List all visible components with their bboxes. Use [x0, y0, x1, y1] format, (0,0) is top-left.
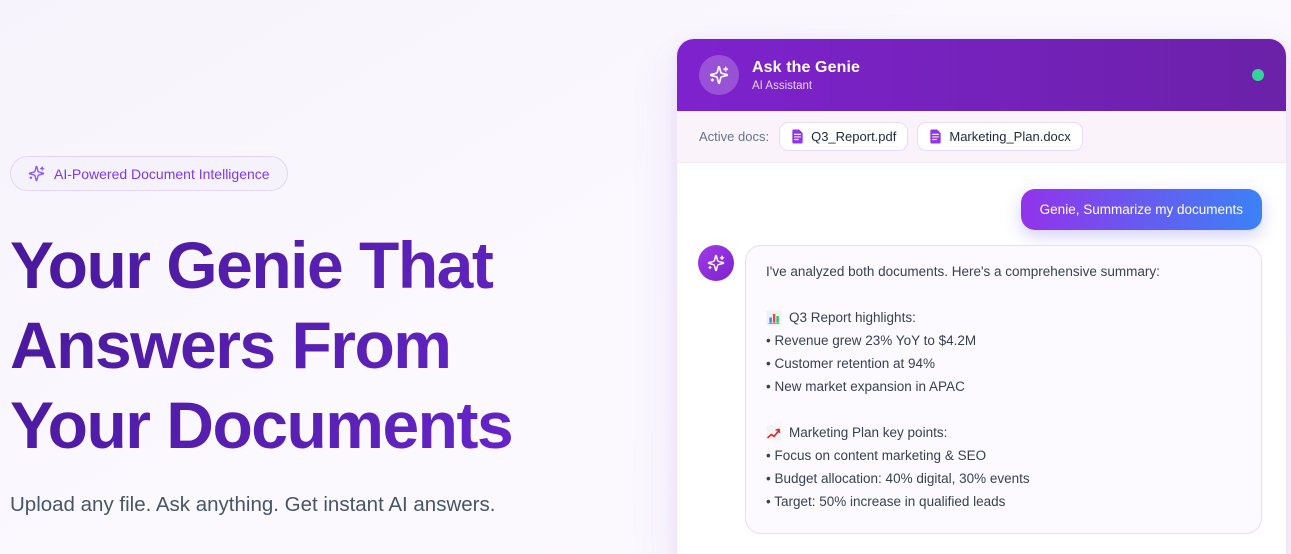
doc-name: Marketing_Plan.docx: [949, 129, 1071, 144]
online-status-dot: [1252, 69, 1264, 81]
bullet-item: • Revenue grew 23% YoY to $4.2M: [766, 333, 977, 348]
document-icon: [792, 129, 803, 144]
ai-message-sections: Q3 Report highlights: • Revenue grew 23% …: [766, 306, 1241, 513]
bullet-item: • Budget allocation: 40% digital, 30% ev…: [766, 471, 1030, 486]
badge-label: AI-Powered Document Intelligence: [54, 165, 270, 182]
section-title: Q3 Report highlights:: [766, 306, 1241, 329]
chat-header: Ask the Genie AI Assistant: [677, 39, 1286, 111]
hero-title-line: Your Genie That: [10, 228, 493, 302]
sparkles-icon: [28, 165, 45, 182]
ai-message-section: Q3 Report highlights: • Revenue grew 23% …: [766, 306, 1241, 398]
chat-title: Ask the Genie: [752, 58, 861, 76]
genie-avatar: [699, 55, 739, 95]
active-doc-chip[interactable]: Q3_Report.pdf: [779, 122, 909, 151]
chat-messages: Genie, Summarize my documents I've analy…: [677, 163, 1286, 534]
hero-title-line: Answers From: [10, 308, 451, 382]
active-docs-bar: Active docs: Q3_Report.pdf Marketing_Plan…: [677, 111, 1286, 163]
sparkles-icon: [709, 65, 729, 85]
active-docs-label: Active docs:: [699, 129, 770, 144]
chat-widget: Ask the Genie AI Assistant Active docs: …: [676, 38, 1287, 554]
section-title: Marketing Plan key points:: [766, 421, 1241, 444]
bullet-item: • Target: 50% increase in qualified lead…: [766, 494, 1006, 509]
bullet-item: • Focus on content marketing & SEO: [766, 448, 987, 463]
hero-title: Your Genie That Answers From Your Docume…: [10, 225, 660, 465]
hero-title-line: Your Documents: [10, 388, 513, 462]
hero-subtitle: Upload any file. Ask anything. Get insta…: [10, 493, 496, 516]
ai-message: I've analyzed both documents. Here's a c…: [745, 245, 1262, 534]
active-doc-chip[interactable]: Marketing_Plan.docx: [917, 122, 1083, 151]
bullet-item: • Customer retention at 94%: [766, 356, 936, 371]
bar-chart-icon: [766, 310, 782, 325]
section-title-text: Marketing Plan key points:: [789, 425, 948, 440]
ai-badge: AI-Powered Document Intelligence: [10, 156, 288, 191]
document-icon: [930, 129, 942, 144]
ai-message-intro: I've analyzed both documents. Here's a c…: [766, 264, 1160, 279]
bullet-item: • New market expansion in APAC: [766, 379, 965, 394]
sparkles-icon: [707, 254, 725, 272]
section-title-text: Q3 Report highlights:: [789, 310, 916, 325]
chat-subtitle: AI Assistant: [752, 79, 813, 92]
active-docs-chips: Q3_Report.pdf Marketing_Plan.docx: [779, 122, 1083, 151]
ai-avatar: [698, 245, 734, 281]
user-message: Genie, Summarize my documents: [1020, 189, 1262, 230]
ai-message-row: I've analyzed both documents. Here's a c…: [698, 245, 1262, 534]
doc-name: Q3_Report.pdf: [811, 129, 897, 144]
line-chart-icon: [766, 425, 782, 440]
ai-message-section: Marketing Plan key points: • Focus on con…: [766, 421, 1241, 513]
hero-section: AI-Powered Document Intelligence Your Ge…: [10, 156, 660, 517]
